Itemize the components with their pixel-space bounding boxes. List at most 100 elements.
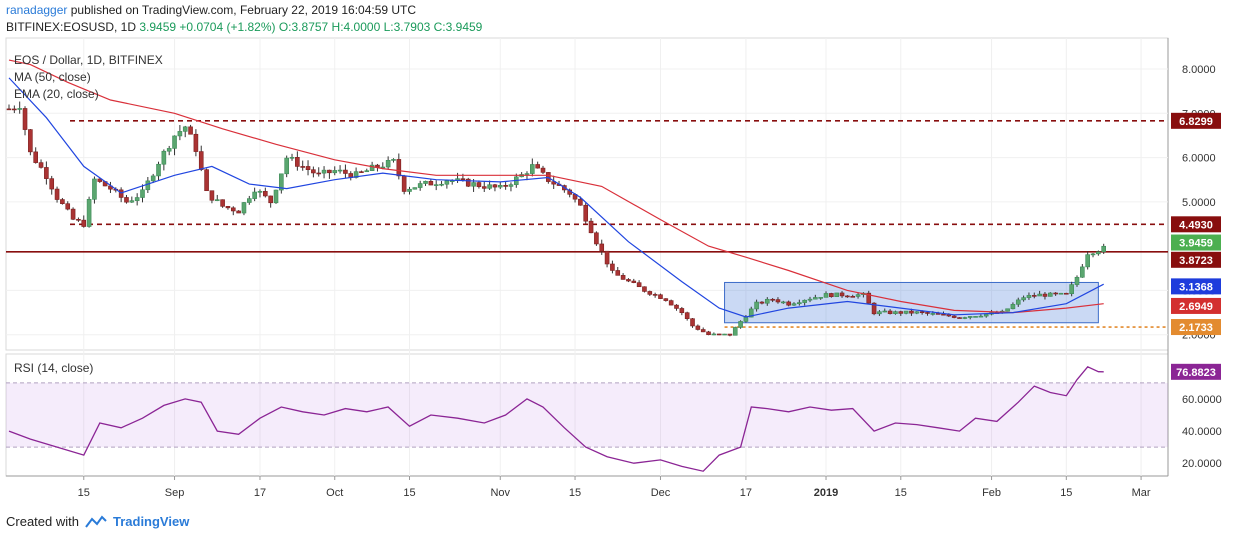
candle-body: [951, 315, 957, 318]
time-tick-label: Dec: [651, 487, 671, 499]
time-tick-label: 15: [569, 487, 581, 499]
candle-body: [962, 317, 968, 319]
candle-body: [204, 169, 209, 192]
candle-body: [6, 108, 12, 111]
candle-body: [1021, 297, 1026, 301]
candle-body: [1037, 293, 1042, 297]
candle-body: [1069, 284, 1074, 295]
rsi-tick-label: 20.0000: [1182, 458, 1222, 470]
candle-body: [193, 133, 199, 152]
candle-body: [877, 311, 882, 315]
candle-body: [129, 200, 135, 203]
price-tag-bg: [1171, 278, 1221, 295]
candle-body: [754, 301, 759, 310]
candle-body: [823, 293, 829, 298]
candle-body: [941, 313, 946, 316]
candle-body: [604, 250, 610, 265]
candle-body: [871, 302, 877, 315]
candle-body: [813, 297, 818, 300]
candle-body: [738, 321, 743, 328]
price-tag-bg: [1171, 112, 1221, 129]
candle-body: [460, 178, 466, 180]
symbol-prefix: BITFINEX:EOSUSD, 1D: [6, 20, 137, 34]
candle-body: [76, 218, 81, 221]
candle-body: [647, 291, 653, 295]
candle-body: [337, 169, 343, 172]
candle-body: [540, 167, 546, 173]
candle-body: [241, 202, 247, 214]
candle-body: [423, 180, 428, 184]
time-tick-label: 15: [1060, 487, 1072, 499]
time-tick-label: 15: [403, 487, 415, 499]
candle-body: [412, 187, 418, 190]
candle-body: [492, 184, 498, 188]
horizontal-levels: [6, 120, 1168, 328]
candle-body: [70, 208, 76, 220]
publish-info: published on TradingView.com, February 2…: [70, 3, 417, 17]
tradingview-logo-icon: [85, 514, 107, 528]
candle-body: [594, 232, 599, 245]
candle-body: [268, 195, 273, 204]
price-chart[interactable]: 8.00007.00006.00005.00003.00002.000060.0…: [0, 36, 1234, 514]
candle-body: [332, 170, 338, 174]
candle-body: [1048, 292, 1053, 297]
candle-body: [230, 207, 236, 212]
author-link[interactable]: ranadagger: [6, 3, 68, 17]
candle-body: [428, 180, 434, 186]
candle-body: [476, 182, 482, 187]
candle-body: [257, 191, 263, 193]
candle-body: [764, 298, 770, 304]
price-tag-label: 76.8823: [1176, 367, 1216, 379]
candle-body: [615, 270, 621, 276]
rsi-tick-label: 40.0000: [1182, 426, 1222, 438]
candle-body: [343, 169, 348, 174]
candle-body: [775, 299, 781, 303]
candle-body: [1085, 254, 1090, 268]
candle-body: [716, 333, 722, 336]
time-tick-label: Feb: [982, 487, 1001, 499]
tradingview-brand[interactable]: TradingView: [112, 514, 190, 529]
candle-body: [642, 286, 647, 292]
candle-body: [417, 183, 423, 188]
candle-body: [893, 311, 898, 314]
price-tag-label: 2.6949: [1179, 301, 1213, 313]
candle-body: [684, 312, 690, 319]
candle-body: [695, 325, 701, 330]
candle-body: [49, 178, 55, 190]
candle-body: [220, 199, 225, 207]
candle-body: [327, 169, 332, 174]
candle-body: [359, 171, 364, 173]
candle-body: [182, 126, 188, 132]
candle-body: [925, 312, 930, 314]
candle-body: [487, 184, 492, 189]
candle-body: [316, 172, 322, 175]
candle-body: [33, 151, 39, 163]
candle-body: [829, 293, 834, 298]
candle-body: [855, 294, 861, 297]
price-tag-bg: [1171, 297, 1221, 314]
price-tags: 6.8299 4.4930 3.8723 2.1733 3.9459 3.1368 2.69…: [1171, 112, 1221, 380]
candle-body: [599, 243, 605, 252]
candle-body: [850, 296, 856, 298]
candle-body: [311, 169, 316, 174]
candle-body: [845, 295, 850, 298]
rsi-band-fill: [6, 382, 1168, 448]
candle-body: [369, 164, 375, 171]
candle-body: [930, 313, 936, 315]
candle-body: [759, 301, 765, 304]
candle-body: [273, 189, 279, 204]
candle-body: [978, 315, 984, 318]
candle-body: [134, 197, 140, 201]
legend-ema20: EMA (20, close): [14, 87, 99, 101]
candle-body: [385, 159, 391, 168]
candle-body: [658, 294, 663, 299]
candle-body: [289, 157, 295, 159]
price-tag-label: 4.4930: [1179, 219, 1213, 231]
candle-body: [1074, 276, 1080, 285]
candle-body: [722, 333, 727, 336]
candle-body: [279, 173, 284, 191]
candle-body: [28, 129, 33, 153]
candle-body: [903, 310, 909, 314]
candles: [6, 101, 1106, 337]
candle-body: [706, 331, 711, 336]
